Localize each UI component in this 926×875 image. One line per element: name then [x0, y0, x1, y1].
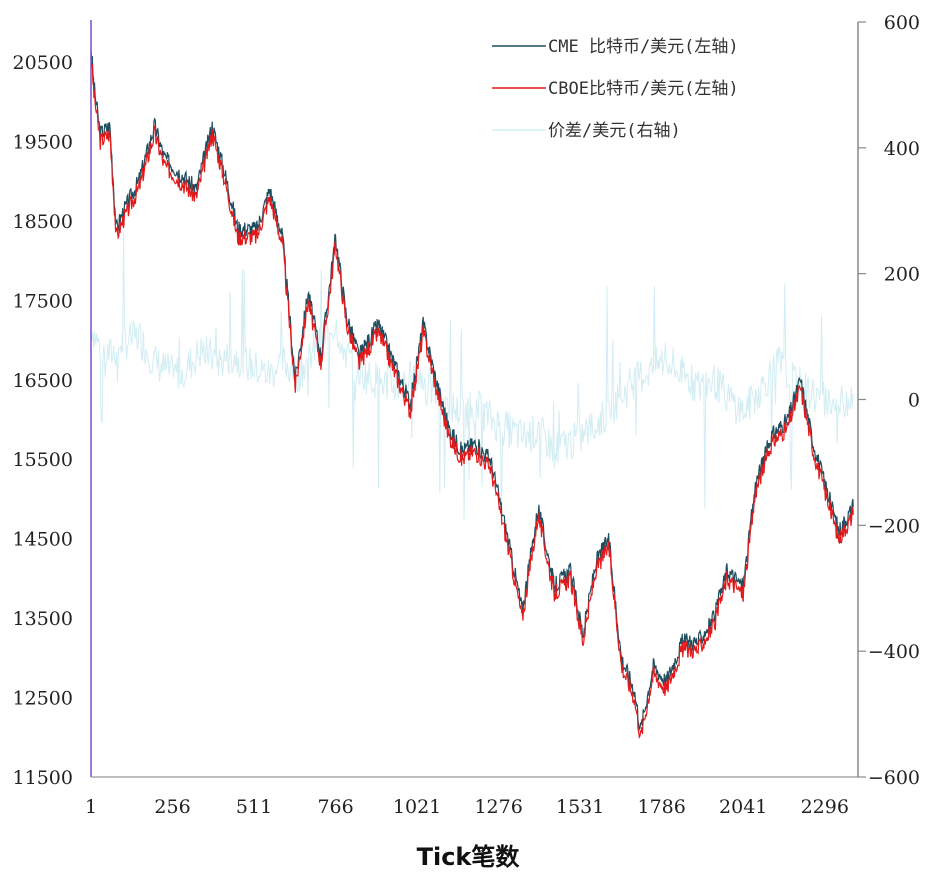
left-y-tick-label: 20500	[13, 52, 73, 74]
legend-label: 价差/美元(右轴)	[548, 121, 681, 141]
cboe-series-group	[90, 56, 854, 740]
x-tick-label: 2296	[801, 796, 849, 818]
x-axis-label: Tick笔数	[417, 843, 521, 870]
x-tick-label: 256	[154, 796, 190, 818]
legend-label: CME 比特币/美元(左轴)	[548, 37, 739, 57]
right-y-tick-label: 600	[884, 12, 920, 34]
axes-group: 11500 12500 13500 14500 15500 16500 17500 18500…	[13, 12, 920, 818]
left-y-tick-label: 16500	[13, 370, 73, 392]
legend: CME 比特币/美元(左轴) CBOE比特币/美元(左轴) 价差/美元(右轴)	[492, 37, 739, 141]
x-tick-label: 1276	[474, 796, 522, 818]
legend-item-cme: CME 比特币/美元(左轴)	[492, 37, 739, 57]
left-y-tick-label: 11500	[13, 767, 73, 789]
left-y-tick-label: 18500	[13, 211, 73, 233]
legend-item-spread: 价差/美元(右轴)	[492, 121, 681, 141]
left-y-tick-label: 19500	[13, 131, 73, 153]
right-y-tick-label: 200	[884, 264, 920, 286]
right-y-tick-label: 400	[884, 138, 920, 160]
spread-series-group	[90, 232, 854, 520]
spread-series-line	[90, 232, 854, 520]
x-tick-label: 1	[85, 796, 97, 818]
left-y-tick-label: 13500	[13, 608, 73, 630]
right-y-tick-label: −400	[868, 641, 920, 663]
x-tick-label: 1531	[556, 796, 604, 818]
legend-item-cboe: CBOE比特币/美元(左轴)	[492, 79, 739, 99]
left-y-tick-label: 15500	[13, 449, 73, 471]
left-y-tick-label: 12500	[13, 688, 73, 710]
cboe-series-line	[90, 56, 854, 740]
right-y-tick-label: −200	[868, 515, 920, 537]
x-tick-label: 2041	[719, 796, 767, 818]
right-y-tick-label: −600	[868, 767, 920, 789]
x-tick-label: 511	[236, 796, 272, 818]
x-tick-label: 1021	[393, 796, 441, 818]
x-tick-label: 1786	[638, 796, 686, 818]
left-y-tick-label: 17500	[13, 290, 73, 312]
legend-label: CBOE比特币/美元(左轴)	[548, 79, 739, 99]
right-y-tick-label: 0	[908, 390, 920, 412]
left-y-tick-label: 14500	[13, 529, 73, 551]
x-tick-label: 766	[317, 796, 353, 818]
